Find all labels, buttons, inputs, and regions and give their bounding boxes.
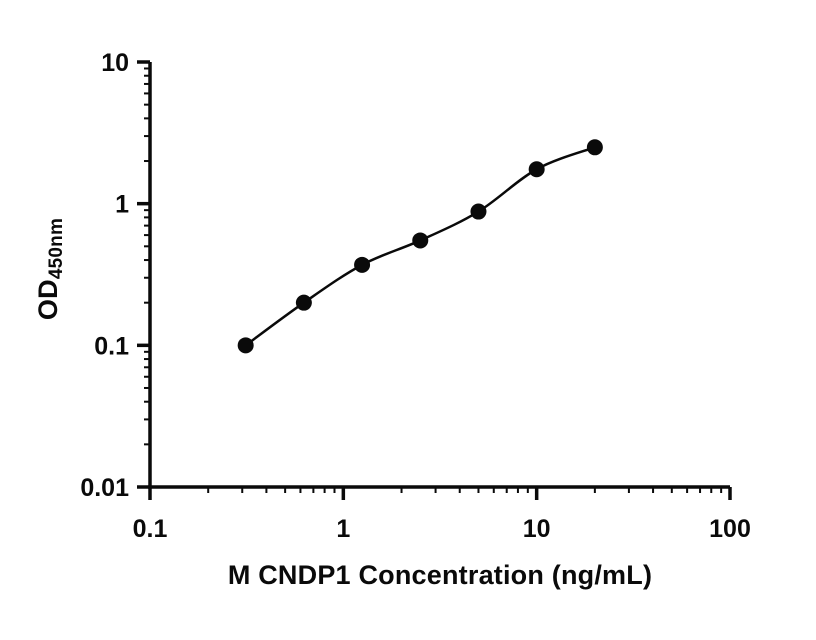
data-point [237, 337, 254, 354]
data-point [354, 256, 371, 273]
x-tick-label: 100 [709, 515, 751, 543]
data-point [528, 161, 545, 178]
y-axis-label-main: OD [33, 279, 63, 321]
y-tick-label: 10 [101, 49, 129, 77]
x-axis-label: M CNDP1 Concentration (ng/mL) [227, 560, 653, 590]
data-point [412, 232, 429, 249]
x-tick-label: 0.1 [133, 515, 168, 543]
data-point [470, 203, 487, 220]
data-point [586, 139, 603, 156]
y-tick-label: 0.1 [94, 332, 129, 360]
x-tick-label: 1 [336, 515, 350, 543]
y-axis-label-sub: 450nm [46, 217, 67, 280]
data-point [295, 294, 312, 311]
y-tick-label: 1 [115, 191, 129, 219]
y-tick-label: 0.01 [80, 474, 129, 502]
x-tick-label: 10 [523, 515, 551, 543]
y-axis-label: OD450nm [27, 119, 69, 419]
